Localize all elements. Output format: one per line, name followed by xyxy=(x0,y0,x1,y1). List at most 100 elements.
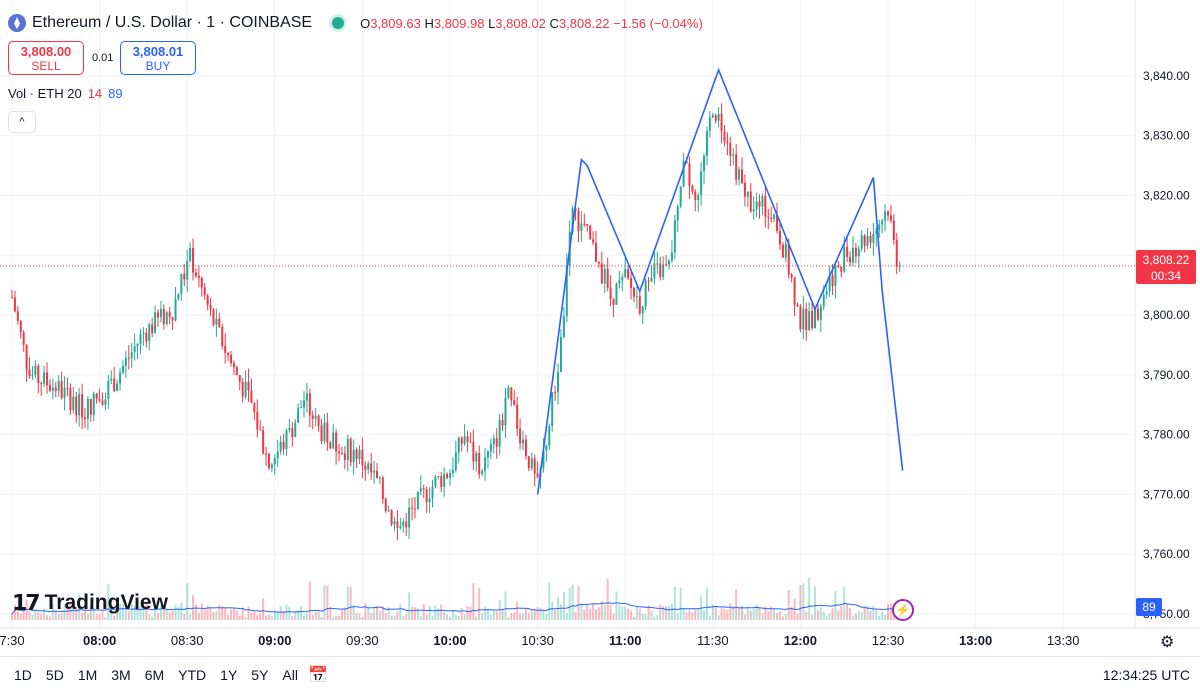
candle-body xyxy=(723,131,726,142)
tradingview-logo[interactable]: 𝟭𝟳 TradingView xyxy=(12,590,168,615)
volume-bar xyxy=(449,616,451,620)
volume-bar xyxy=(443,612,446,620)
candle-body xyxy=(808,311,811,330)
chevron-up-icon[interactable]: ^ xyxy=(8,111,36,133)
volume-ma-line xyxy=(11,602,900,615)
volume-bar xyxy=(419,616,422,620)
volume-bar xyxy=(609,605,612,620)
volume-bar xyxy=(86,613,89,620)
candle-body xyxy=(230,355,232,364)
volume-bar xyxy=(717,615,720,620)
volume-bar xyxy=(627,608,630,620)
symbol-title[interactable]: Ethereum / U.S. Dollar · 1 · COINBASE xyxy=(32,14,313,31)
volume-bar xyxy=(682,607,685,620)
price-chart[interactable]: 3,750.003,760.003,770.003,780.003,790.00… xyxy=(0,0,1200,656)
volume-bar xyxy=(159,605,162,620)
candle-body xyxy=(822,294,825,307)
volume-bar xyxy=(580,604,583,620)
volume-bar xyxy=(232,607,235,620)
candle-body xyxy=(40,382,43,384)
range-3m[interactable]: 3M xyxy=(111,667,131,683)
flash-icon[interactable]: ⚡ xyxy=(892,599,914,621)
volume-bar xyxy=(224,608,227,620)
candle-body xyxy=(466,436,469,442)
candle-body xyxy=(113,378,116,391)
candle-body xyxy=(793,277,796,305)
range-1d[interactable]: 1D xyxy=(14,667,32,683)
range-1m[interactable]: 1M xyxy=(77,667,98,683)
candle-body xyxy=(250,390,253,404)
buy-button[interactable]: 3,808.01 BUY xyxy=(120,41,196,75)
volume-bar xyxy=(378,610,381,620)
volume-bar xyxy=(668,605,670,620)
volume-bar xyxy=(396,611,399,620)
candle-body xyxy=(338,451,341,454)
volume-bar xyxy=(98,614,101,620)
candle-body xyxy=(533,458,536,474)
volume-bar xyxy=(381,606,384,620)
volume-bar xyxy=(860,612,863,620)
range-5d[interactable]: 5D xyxy=(45,667,64,683)
volume-bar xyxy=(197,613,200,620)
range-5y[interactable]: 5Y xyxy=(251,667,269,683)
candle-body xyxy=(177,293,180,299)
candle-body xyxy=(200,278,203,288)
range-1y[interactable]: 1Y xyxy=(220,667,238,683)
candle-body xyxy=(151,324,154,333)
volume-bar xyxy=(279,606,282,620)
utc-clock[interactable]: 12:34:25 UTC xyxy=(1102,667,1190,683)
candle-body xyxy=(197,275,200,279)
range-all[interactable]: All xyxy=(282,667,298,683)
candle-body xyxy=(653,263,656,278)
candle-body xyxy=(825,291,828,295)
candle-body xyxy=(872,233,875,243)
candle-body xyxy=(66,387,69,389)
symbol-header[interactable]: Ethereum / U.S. Dollar · 1 · COINBASE O3… xyxy=(8,14,703,32)
calendar-icon[interactable]: 📅 xyxy=(308,667,328,684)
volume-bar xyxy=(778,611,781,620)
volume-bar xyxy=(215,610,218,620)
volume-bar xyxy=(343,607,346,620)
volume-bar xyxy=(11,613,13,620)
gear-icon[interactable]: ⚙ xyxy=(1160,634,1175,651)
volume-bar xyxy=(767,611,770,620)
y-tick-label: 3,800.00 xyxy=(1143,308,1190,322)
volume-bar xyxy=(320,616,323,620)
candle-body xyxy=(691,186,694,192)
volume-bar xyxy=(346,586,349,620)
candle-body xyxy=(329,442,332,449)
volume-bar xyxy=(814,586,816,620)
candle-body xyxy=(857,248,860,257)
volume-bar xyxy=(358,613,361,620)
sell-button[interactable]: 3,808.00 SELL xyxy=(8,41,84,75)
x-tick-label: 11:30 xyxy=(697,633,729,648)
volume-bar xyxy=(51,603,54,620)
volume-bar xyxy=(574,612,577,620)
volume-bar xyxy=(743,614,746,620)
candle-body xyxy=(761,196,764,207)
candle-body xyxy=(238,375,241,382)
volume-bar xyxy=(630,610,633,620)
volume-bar xyxy=(603,604,606,620)
candle-body xyxy=(638,296,641,314)
candle-body xyxy=(183,273,186,280)
volume-bar xyxy=(752,608,755,620)
volume-legend[interactable]: Vol · ETH 20 14 89 xyxy=(8,86,123,101)
volume-bar xyxy=(665,606,668,620)
volume-bar xyxy=(703,610,706,620)
range-ytd[interactable]: YTD xyxy=(178,667,207,683)
volume-bar xyxy=(101,611,104,620)
range-6m[interactable]: 6M xyxy=(144,667,165,683)
candle-body xyxy=(819,306,822,320)
volume-bar xyxy=(577,585,580,620)
volume-bar xyxy=(635,605,638,620)
volume-bar xyxy=(475,616,478,620)
x-tick-label: 10:00 xyxy=(433,633,466,648)
candle-body xyxy=(770,217,773,219)
volume-bar xyxy=(816,610,819,620)
candle-body xyxy=(641,306,644,314)
volume-bar xyxy=(592,603,595,620)
volume-bar xyxy=(831,608,834,620)
volume-bar xyxy=(530,610,533,620)
candle-body xyxy=(565,265,568,317)
